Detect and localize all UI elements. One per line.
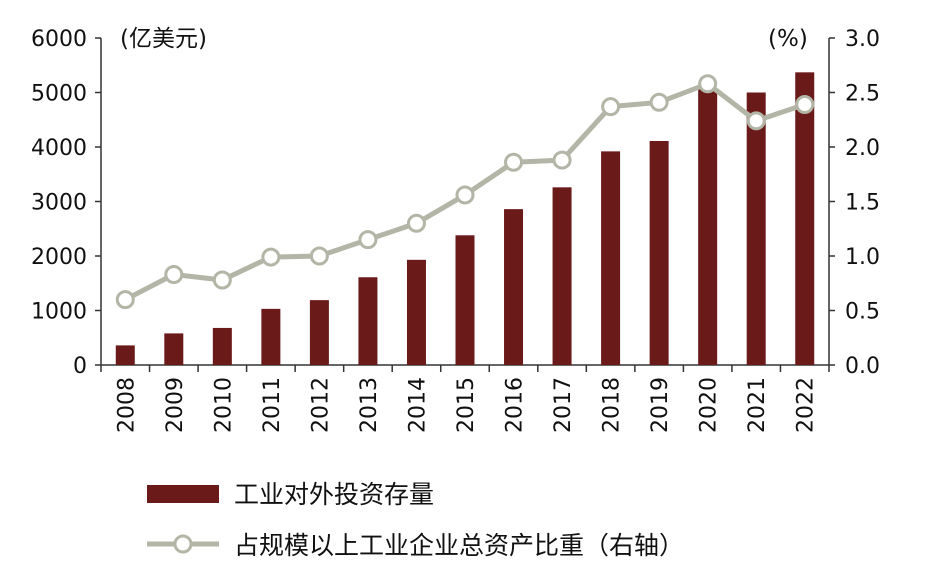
x-tick-label: 2009 (163, 377, 188, 433)
line-series (115, 74, 815, 310)
line-point (261, 247, 281, 267)
legend-line-marker (173, 534, 193, 554)
x-tick-label: 2010 (211, 377, 236, 433)
bar (504, 209, 524, 365)
right-tick-label: 1.0 (845, 245, 880, 270)
x-tick-label: 2021 (745, 377, 770, 433)
line-point (601, 97, 621, 117)
left-axis-unit-label: (亿美元) (120, 26, 207, 52)
bar (358, 277, 378, 365)
x-tick-label: 2020 (697, 377, 722, 433)
left-y-axis: 0 1000 2000 3000 4000 5000 6000 (31, 27, 102, 379)
right-y-axis: 0.0 0.5 1.0 1.5 2.0 2.5 3.0 (828, 27, 880, 379)
left-tick-label: 3000 (31, 191, 87, 216)
bar (455, 235, 475, 365)
x-tick-label: 2016 (503, 377, 528, 433)
line-point (649, 92, 669, 112)
x-tick-label: 2008 (114, 377, 139, 433)
bar (649, 141, 669, 365)
line-point (698, 74, 718, 94)
left-tick-label: 2000 (31, 245, 87, 270)
x-tick-label: 2013 (357, 377, 382, 433)
right-tick-label: 2.5 (845, 82, 880, 107)
x-tick-label: 2019 (648, 377, 673, 433)
x-tick-label: 2011 (260, 377, 285, 433)
bar (309, 300, 329, 365)
bar (261, 308, 281, 365)
legend-bar-swatch (147, 485, 219, 503)
bar-series (115, 72, 815, 366)
legend: 工业对外投资存量 占规模以上工业企业总资产比重（右轴） (147, 480, 684, 560)
x-axis: 2008 2009 2010 2011 2012 2013 2014 2015 2016 2017… (100, 364, 830, 433)
left-tick-label: 5000 (31, 82, 87, 107)
legend-line-label: 占规模以上工业企业总资产比重（右轴） (234, 531, 684, 560)
bar (746, 92, 766, 365)
left-tick-label: 4000 (31, 136, 87, 161)
bar (115, 345, 135, 365)
bar (552, 187, 572, 365)
x-tick-label: 2015 (454, 377, 479, 433)
line-point (746, 111, 766, 131)
right-tick-label: 2.0 (845, 136, 880, 161)
left-tick-label: 1000 (31, 300, 87, 325)
left-tick-label: 0 (73, 354, 87, 379)
bar (164, 333, 184, 365)
bar (795, 72, 815, 366)
line-point (504, 152, 524, 172)
x-tick-label: 2017 (551, 377, 576, 433)
x-tick-label: 2022 (794, 377, 819, 433)
right-tick-label: 3.0 (845, 27, 880, 52)
bar (212, 327, 232, 365)
bar (406, 259, 426, 365)
line-point (309, 246, 329, 266)
x-tick-label: 2018 (600, 377, 625, 433)
line-point (406, 213, 426, 233)
x-tick-label: 2012 (308, 377, 333, 433)
line-point (164, 265, 184, 285)
right-axis-unit-label: (%) (768, 26, 808, 52)
right-tick-label: 1.5 (845, 191, 880, 216)
line-point (455, 185, 475, 205)
bar (698, 88, 718, 365)
bar (601, 151, 621, 365)
legend-bar-label: 工业对外投资存量 (234, 480, 434, 509)
line-point (795, 94, 815, 114)
x-tick-label: 2014 (405, 377, 430, 433)
left-tick-label: 6000 (31, 27, 87, 52)
line-point (358, 230, 378, 250)
line-point (115, 290, 135, 310)
right-tick-label: 0.0 (845, 354, 880, 379)
line-point (552, 150, 572, 170)
line-point (212, 270, 232, 290)
right-tick-label: 0.5 (845, 300, 880, 325)
